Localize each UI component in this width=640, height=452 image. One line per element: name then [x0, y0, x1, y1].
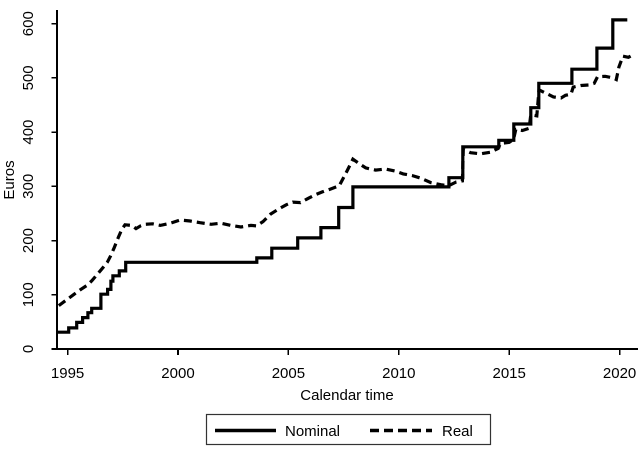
- x-axis-ticks: 1995 2000 2005 2010 2015 2020: [51, 349, 636, 382]
- y-tick-label: 300: [20, 174, 37, 199]
- y-axis-ticks: 0 100 200 300 400 500 600: [20, 11, 57, 353]
- x-axis-title: Calendar time: [300, 387, 393, 404]
- y-tick-label: 400: [20, 120, 37, 145]
- legend-label-real: Real: [442, 423, 473, 440]
- x-tick-label: 2015: [493, 365, 526, 382]
- x-tick-label: 2020: [603, 365, 636, 382]
- legend: Nominal Real: [205, 413, 492, 446]
- y-tick-label: 0: [20, 345, 37, 353]
- legend-label-nominal: Nominal: [285, 423, 340, 440]
- x-tick-label: 1995: [51, 365, 84, 382]
- y-tick-label: 500: [20, 65, 37, 90]
- y-tick-label: 600: [20, 11, 37, 36]
- x-tick-label: 2010: [382, 365, 415, 382]
- y-tick-label: 100: [20, 282, 37, 307]
- x-tick-label: 2000: [161, 365, 194, 382]
- axes: 0 100 200 300 400 500 600 1995 2000 2005 2010 2015…: [20, 10, 638, 382]
- y-axis-title: Euros: [1, 160, 18, 199]
- nominal-series-line: [57, 18, 628, 334]
- x-tick-label: 2005: [272, 365, 305, 382]
- y-tick-label: 200: [20, 228, 37, 253]
- real-series-line: [57, 53, 635, 307]
